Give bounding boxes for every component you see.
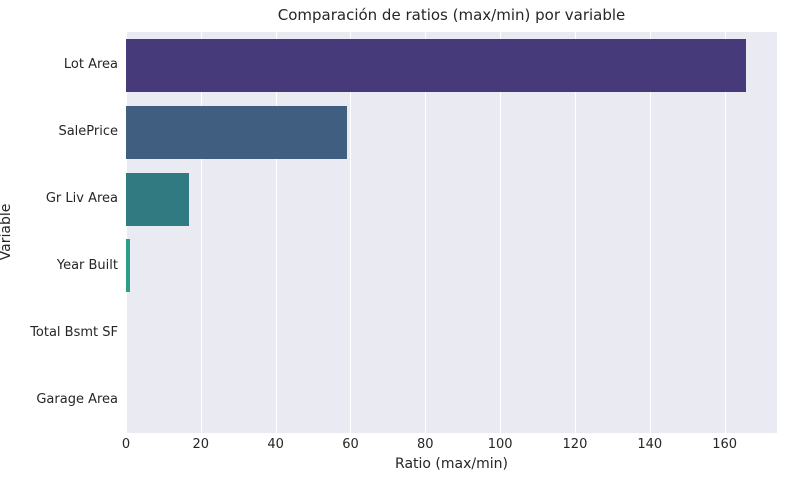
- bar-saleprice: [126, 105, 347, 159]
- gridline-x-40: [275, 32, 277, 433]
- gridline-x-140: [649, 32, 651, 433]
- xtick-label-20: 20: [192, 437, 210, 452]
- gridline-x-60: [350, 32, 352, 433]
- ytick-label-year-built: Year Built: [56, 257, 118, 273]
- gridline-x-120: [574, 32, 576, 433]
- gridline-x-160: [724, 32, 726, 433]
- gridline-x-100: [500, 32, 502, 433]
- ytick-label-saleprice: SalePrice: [58, 124, 118, 140]
- xtick-label-160: 160: [712, 437, 738, 452]
- y-tick-labels: Lot Area SalePrice Gr Liv Area Year Built To…: [0, 32, 118, 433]
- x-tick-labels: 0 20 40 60 80 100 120 140 160: [122, 437, 777, 453]
- xtick-label-120: 120: [562, 437, 588, 452]
- xtick-label-100: 100: [487, 437, 513, 452]
- ytick-label-lot-area: Lot Area: [63, 57, 118, 73]
- plot-area: [126, 32, 777, 433]
- bar-year-built: [126, 239, 130, 293]
- gridline-x-80: [425, 32, 427, 433]
- xtick-label-0: 0: [121, 437, 131, 452]
- chart-title: Comparación de ratios (max/min) por vari…: [277, 6, 626, 24]
- xtick-label-40: 40: [267, 437, 284, 452]
- xtick-label-140: 140: [637, 437, 663, 452]
- gridline-x-20: [200, 32, 202, 433]
- xtick-label-80: 80: [417, 437, 434, 452]
- ytick-label-gr-liv-area: Gr Liv Area: [45, 191, 118, 207]
- ytick-label-garage-area: Garage Area: [36, 391, 118, 407]
- x-axis-label: Ratio (max/min): [395, 456, 508, 472]
- ytick-label-total-bsmt-sf: Total Bsmt SF: [30, 324, 118, 340]
- bar-gr-liv-area: [126, 172, 190, 226]
- xtick-label-60: 60: [342, 437, 359, 452]
- gridline-x-0: [126, 32, 127, 433]
- bar-lot-area: [126, 38, 746, 92]
